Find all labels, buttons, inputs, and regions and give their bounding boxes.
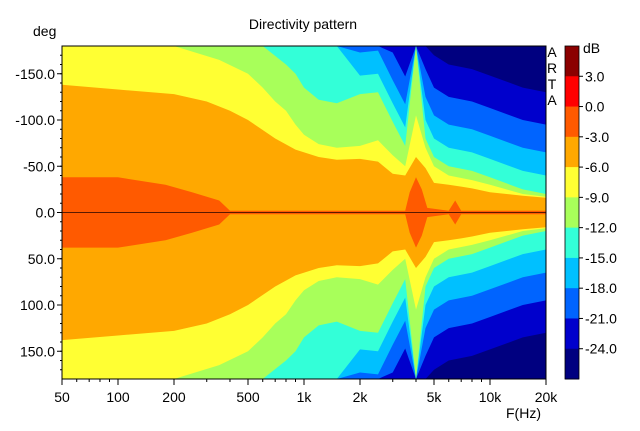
colorbar: 3.0 0.0 -3.0 -6.0 -9.0 -12.0 -15.0 -18.0 -21.0 -2… <box>564 45 617 380</box>
colorbar-label: -3.0 <box>585 129 609 145</box>
x-tick-label: 50 <box>54 389 70 405</box>
x-axis-label: F(Hz) <box>506 405 541 421</box>
watermark-letter: R <box>547 60 557 76</box>
y-axis-label: deg <box>33 23 56 39</box>
colorbar-label: -21.0 <box>585 310 617 326</box>
y-tick-label: 100.0 <box>20 297 55 313</box>
colorbar-label: -15.0 <box>585 250 617 266</box>
y-tick-label: 150.0 <box>20 343 55 359</box>
colorbar-label: -6.0 <box>585 159 609 175</box>
colorbar-swatch <box>565 46 579 77</box>
y-tick-label: 0.0 <box>36 205 56 221</box>
y-tick-label: 50.0 <box>28 251 55 267</box>
x-tick-label: 100 <box>106 389 130 405</box>
x-tick-label: 1k <box>297 389 313 405</box>
x-tick-label: 10k <box>479 389 503 405</box>
colorbar-swatch <box>565 136 579 168</box>
axes: -150.0 -100.0 -50.0 0.0 50.0 100.0 150.0 50 100 2… <box>15 45 559 405</box>
contour-plot-area <box>62 46 546 379</box>
colorbar-swatch <box>565 288 579 319</box>
colorbar-label: 3.0 <box>585 68 605 84</box>
colorbar-swatch <box>565 106 579 138</box>
colorbar-swatch <box>565 167 579 198</box>
watermark-letter: T <box>548 76 557 92</box>
x-tick-label: 2k <box>353 389 369 405</box>
colorbar-label: -12.0 <box>585 220 617 236</box>
y-tick-label: -100.0 <box>15 112 55 128</box>
colorbar-unit-label: dB <box>583 40 600 56</box>
colorbar-label: 0.0 <box>585 99 605 115</box>
watermark-letter: A <box>547 44 557 60</box>
chart-title: Directivity pattern <box>249 16 357 32</box>
colorbar-swatch <box>565 348 579 380</box>
colorbar-swatch <box>565 197 579 229</box>
colorbar-label: -9.0 <box>585 189 609 205</box>
x-tick-label: 5k <box>427 389 443 405</box>
watermark-letter: A <box>547 92 557 108</box>
colorbar-swatch <box>565 227 579 259</box>
x-tick-label: 20k <box>535 389 559 405</box>
y-tick-label: -150.0 <box>15 66 55 82</box>
colorbar-swatch <box>565 318 579 350</box>
colorbar-swatch <box>565 76 579 108</box>
colorbar-frame <box>564 45 580 380</box>
x-tick-label: 200 <box>162 389 186 405</box>
colorbar-label: -24.0 <box>585 341 617 357</box>
colorbar-label: -18.0 <box>585 280 617 296</box>
x-tick-label: 500 <box>236 389 260 405</box>
y-tick-label: -50.0 <box>23 158 55 174</box>
colorbar-swatch <box>565 257 579 289</box>
